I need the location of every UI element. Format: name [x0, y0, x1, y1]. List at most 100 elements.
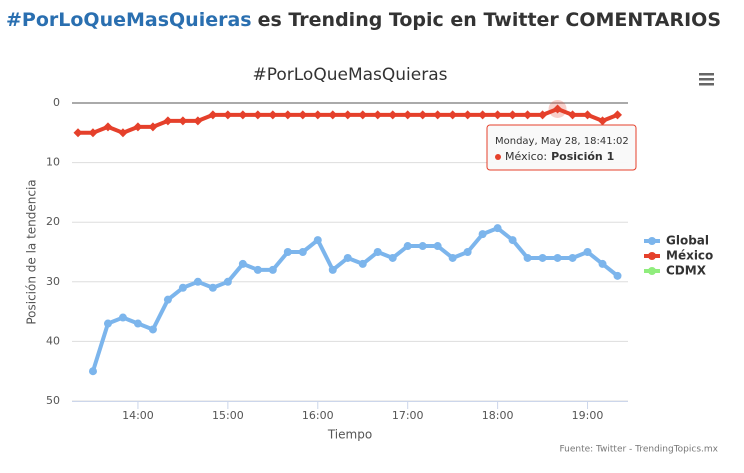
point: [268, 110, 278, 120]
point: [328, 110, 338, 120]
header-rest: es Trending Topic en Twitter COMENTARIOS: [258, 9, 721, 31]
menu-bar: [699, 78, 714, 81]
tooltip: Monday, May 28, 18:41:02 México: Posición …: [486, 124, 637, 171]
point: [433, 242, 442, 251]
point: [373, 110, 383, 120]
point: [328, 265, 337, 274]
point: [373, 248, 382, 256]
point: [508, 110, 518, 120]
point: [178, 116, 188, 126]
x-tick-label: 16:00: [302, 409, 334, 422]
point: [103, 319, 112, 328]
tooltip-value: Posición 1: [551, 150, 614, 163]
point: [298, 110, 308, 120]
point: [253, 265, 262, 274]
legend-item[interactable]: CDMX: [644, 264, 707, 278]
menu-bar: [699, 83, 714, 86]
point: [478, 230, 487, 239]
x-tick-label: 14:00: [122, 409, 154, 422]
point: [448, 253, 457, 262]
menu-button[interactable]: [699, 73, 714, 86]
point: [283, 110, 293, 120]
point: [118, 128, 128, 138]
x-tick-label: 15:00: [212, 409, 244, 422]
point: [583, 110, 593, 120]
point: [148, 122, 158, 132]
y-axis-title: Posición de la tendencia: [25, 179, 39, 324]
point: [598, 116, 608, 126]
point: [88, 367, 97, 376]
point: [388, 110, 398, 120]
point: [358, 259, 367, 268]
x-tick-label: 18:00: [482, 409, 514, 422]
tooltip-title: Monday, May 28, 18:41:02: [495, 136, 629, 147]
point: [103, 122, 113, 132]
legend-item[interactable]: México: [644, 249, 713, 263]
point: [298, 248, 307, 256]
point: [313, 236, 322, 245]
point: [253, 110, 263, 120]
legend-marker: [648, 252, 656, 260]
point: [403, 110, 413, 120]
page-header: #PorLoQueMasQuieras es Trending Topic en …: [6, 9, 721, 31]
point: [313, 110, 323, 120]
point: [418, 110, 428, 120]
tooltip-text: México: Posición 1: [505, 150, 614, 163]
chart-title: #PorLoQueMasQuieras: [252, 65, 447, 85]
point: [523, 110, 533, 120]
y-tick-label: 10: [46, 156, 60, 169]
point: [283, 248, 292, 256]
point: [553, 253, 562, 262]
point: [598, 259, 607, 268]
legend-marker: [648, 237, 656, 245]
point: [118, 313, 127, 322]
point: [478, 110, 488, 120]
point: [343, 253, 352, 262]
y-tick-label: 20: [46, 215, 60, 228]
point: [133, 319, 142, 328]
x-axis-title: Tiempo: [327, 428, 372, 442]
credit: Fuente: Twitter - TrendingTopics.mx: [559, 445, 718, 455]
point: [163, 295, 172, 304]
point: [178, 283, 187, 292]
point: [463, 248, 472, 256]
legend-item[interactable]: Global: [644, 234, 709, 248]
point: [193, 116, 203, 126]
point: [73, 128, 83, 138]
point: [358, 110, 368, 120]
point: [343, 110, 353, 120]
point: [583, 248, 592, 256]
y-tick-label: 0: [53, 96, 60, 109]
legend-label: Global: [666, 234, 709, 248]
point: [208, 283, 217, 292]
x-tick-label: 17:00: [392, 409, 424, 422]
x-tick-label: 19:00: [572, 409, 604, 422]
y-tick-label: 40: [46, 334, 60, 347]
tooltip-dot: [495, 154, 501, 160]
point: [493, 110, 503, 120]
point: [223, 110, 233, 120]
point: [568, 110, 578, 120]
header-hashtag: #PorLoQueMasQuieras: [6, 9, 252, 31]
point: [433, 110, 443, 120]
point: [463, 110, 473, 120]
point: [523, 253, 532, 262]
point: [448, 110, 458, 120]
point: [418, 242, 427, 251]
point: [238, 110, 248, 120]
legend-marker: [648, 267, 656, 275]
tooltip-name: México:: [505, 150, 547, 163]
y-tick-label: 50: [46, 394, 60, 407]
point: [268, 265, 277, 274]
point: [613, 271, 622, 280]
point: [493, 224, 502, 233]
tooltip-box: [486, 124, 637, 171]
point: [508, 236, 517, 245]
point: [553, 104, 563, 114]
menu-bar: [699, 73, 714, 76]
point: [403, 242, 412, 251]
hover-halo: [548, 99, 567, 118]
point: [613, 110, 623, 120]
legend-label: CDMX: [666, 264, 707, 278]
